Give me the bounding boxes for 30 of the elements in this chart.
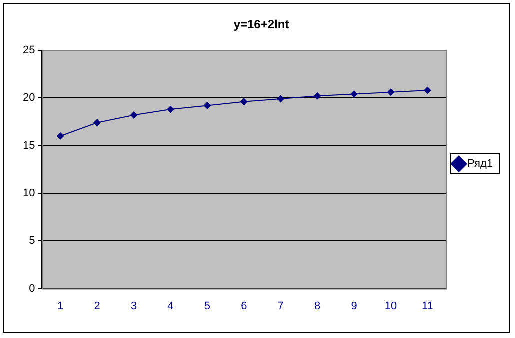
point [204, 102, 211, 110]
point [350, 90, 358, 98]
y-tick-label: 15 [22, 140, 36, 152]
y-tick-label: 5 [29, 235, 36, 248]
legend-label: Ряд1 [468, 158, 494, 170]
point [240, 98, 248, 106]
x-tick-label: 6 [241, 300, 248, 312]
y-tick-label: 20 [22, 92, 36, 104]
chart-title: y=16+2lnt [234, 18, 290, 32]
x-tick-label: 5 [204, 300, 210, 312]
x-tick-label: 4 [168, 300, 174, 312]
y-tick-label: 0 [29, 282, 36, 295]
point [94, 119, 101, 126]
y-tick-label: 10 [22, 187, 36, 200]
y-tick-label: 25 [22, 44, 36, 56]
x-tick-label: 9 [351, 300, 358, 312]
point [57, 132, 64, 140]
point [424, 86, 432, 94]
x-tick-label: 8 [314, 300, 321, 312]
point [314, 92, 322, 100]
point [167, 106, 174, 114]
x-tick-label: 11 [422, 300, 434, 312]
x-tick-label: 3 [130, 300, 138, 312]
x-tick-label: 10 [384, 300, 398, 312]
x-tick-label: 1 [58, 300, 64, 312]
point [277, 96, 284, 103]
point [387, 88, 394, 96]
x-tick-label: 7 [278, 300, 284, 312]
point [130, 112, 138, 119]
x-tick-label: 2 [94, 300, 100, 312]
